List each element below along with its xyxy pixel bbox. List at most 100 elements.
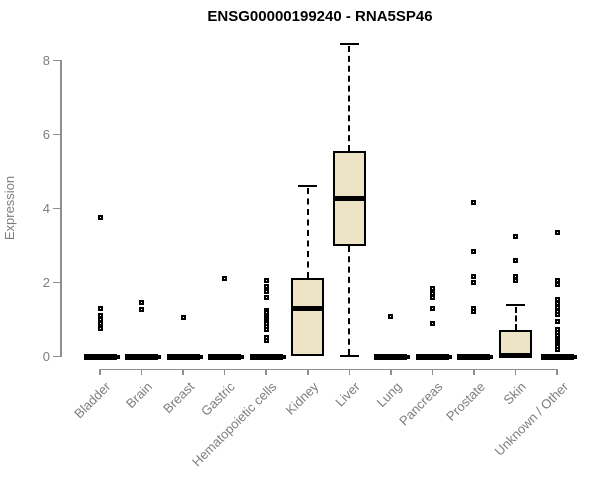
y-axis-line: [60, 60, 62, 357]
upper-whisker-cap: [339, 42, 359, 45]
y-axis-tick-label: 2: [42, 274, 50, 290]
median-line: [332, 195, 366, 201]
outlier-point: [471, 280, 477, 285]
y-axis-tick: [53, 355, 60, 358]
outlier-point: [263, 278, 269, 284]
y-axis-tick-label: 0: [42, 348, 50, 364]
outlier-point: [471, 248, 477, 254]
x-axis-tick-label: Pancreas: [396, 378, 447, 428]
upper-whisker-cap: [506, 304, 525, 307]
x-axis-tick: [348, 368, 351, 375]
outlier-point: [554, 281, 560, 287]
collapsed-box-nub: [157, 354, 162, 359]
collapsed-box-nub: [198, 354, 203, 359]
x-axis-tick-label: Gastric: [198, 378, 239, 419]
x-axis-tick: [431, 368, 434, 375]
y-axis-tick-label: 6: [42, 126, 50, 142]
outlier-point: [97, 317, 103, 322]
outlier-point: [471, 200, 477, 206]
outlier-point: [471, 308, 477, 314]
upper-whisker: [514, 307, 517, 330]
x-axis-tick-label: Kidney: [282, 378, 322, 418]
x-axis-tick: [99, 368, 101, 375]
x-axis-tick: [307, 368, 309, 375]
x-axis-tick: [223, 368, 226, 375]
collapsed-box-nub: [406, 354, 411, 359]
x-axis-tick: [390, 368, 392, 375]
x-axis-tick: [473, 368, 475, 375]
y-axis-tick: [53, 59, 60, 62]
outlier-point: [263, 289, 269, 295]
outlier-point: [263, 338, 269, 344]
outlier-point: [554, 346, 560, 352]
median-line: [499, 353, 532, 359]
x-axis-tick-label: Liver: [332, 378, 363, 410]
x-axis-tick-label: Unknown / Other: [491, 378, 571, 459]
outlier-point: [554, 296, 560, 302]
y-axis-tick: [53, 133, 60, 136]
outlier-point: [429, 305, 435, 311]
collapsed-box: [374, 353, 408, 360]
outlier-point: [97, 326, 103, 332]
collapsed-box: [457, 353, 491, 360]
outlier-point: [263, 294, 269, 300]
collapsed-box-nub: [572, 354, 577, 359]
collapsed-box: [125, 353, 159, 360]
outlier-point: [222, 276, 228, 282]
collapsed-box-nub: [489, 354, 494, 359]
outlier-point: [97, 305, 103, 311]
x-axis-tick: [182, 368, 184, 375]
collapsed-box-nub: [115, 354, 120, 359]
x-axis-tick-label: Brain: [123, 378, 156, 411]
outlier-point: [554, 230, 560, 236]
x-axis-tick: [140, 368, 143, 375]
upper-whisker: [348, 45, 351, 152]
x-axis-tick: [556, 368, 558, 375]
x-axis-tick: [514, 368, 517, 375]
upper-whisker-cap: [298, 185, 318, 188]
box: [291, 278, 325, 356]
x-axis-tick: [265, 368, 267, 375]
outlier-point: [429, 294, 435, 300]
x-axis-tick-label: Skin: [500, 378, 530, 407]
outlier-point: [97, 321, 103, 327]
outlier-point: [513, 278, 518, 284]
x-axis-tick-label: Lung: [373, 378, 405, 410]
collapsed-box: [540, 353, 574, 360]
lower-whisker: [348, 245, 351, 355]
outlier-point: [139, 306, 145, 312]
collapsed-box: [83, 353, 117, 360]
collapsed-box-nub: [281, 354, 286, 359]
outlier-point: [513, 257, 518, 263]
outlier-point: [388, 314, 394, 320]
x-axis-tick-label: Bladder: [71, 378, 114, 421]
outlier-point: [263, 327, 269, 333]
y-axis-tick-label: 4: [42, 200, 50, 216]
outlier-point: [554, 318, 560, 324]
collapsed-box: [208, 353, 242, 360]
lower-whisker-cap: [339, 354, 359, 357]
collapsed-box-nub: [447, 354, 452, 359]
outlier-point: [513, 233, 518, 239]
outlier-point: [263, 283, 269, 289]
outlier-point: [471, 274, 477, 280]
y-axis-tick: [53, 281, 60, 284]
x-axis-tick-label: Breast: [159, 378, 197, 416]
y-axis-tick: [53, 207, 60, 210]
outlier-point: [429, 320, 435, 326]
collapsed-box: [415, 353, 449, 360]
outlier-point: [180, 315, 186, 321]
x-axis-line: [99, 368, 558, 370]
outlier-point: [139, 300, 145, 306]
y-axis-tick-label: 8: [42, 52, 50, 68]
outlier-point: [97, 215, 103, 221]
chart-title: ENSG00000199240 - RNA5SP46: [207, 8, 433, 25]
median-line: [291, 305, 325, 311]
collapsed-box-nub: [240, 354, 245, 359]
x-axis-tick-label: Prostate: [442, 378, 488, 424]
collapsed-box: [166, 353, 200, 360]
outlier-point: [429, 285, 435, 291]
collapsed-box: [249, 353, 283, 360]
outlier-point: [554, 311, 560, 317]
